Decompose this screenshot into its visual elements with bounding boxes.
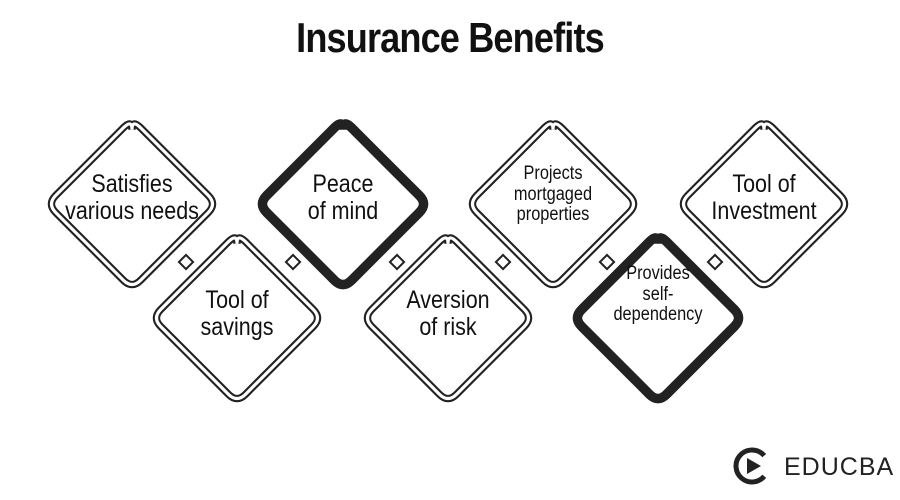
benefit-label-tool-of-investment: Tool of Investment (711, 170, 817, 225)
benefit-label-projects-mortgaged-properties: Projects mortgaged properties (513, 163, 593, 226)
benefit-label-satisfies-various-needs: Satisfies various needs (65, 170, 199, 225)
overlap-markers (177, 253, 724, 271)
logo-text: EDUCBA (784, 453, 895, 481)
benefit-label-aversion-of-risk: Aversion of risk (406, 286, 490, 341)
benefit-label-provides-self-dependency: Provides self-dependency (613, 263, 703, 326)
benefit-label-tool-of-savings: Tool of savings (200, 286, 274, 341)
diagram-title: Insurance Benefits (296, 14, 605, 61)
benefit-label-peace-of-mind: Peace of mind (307, 170, 379, 225)
educba-logo-icon (733, 447, 771, 485)
